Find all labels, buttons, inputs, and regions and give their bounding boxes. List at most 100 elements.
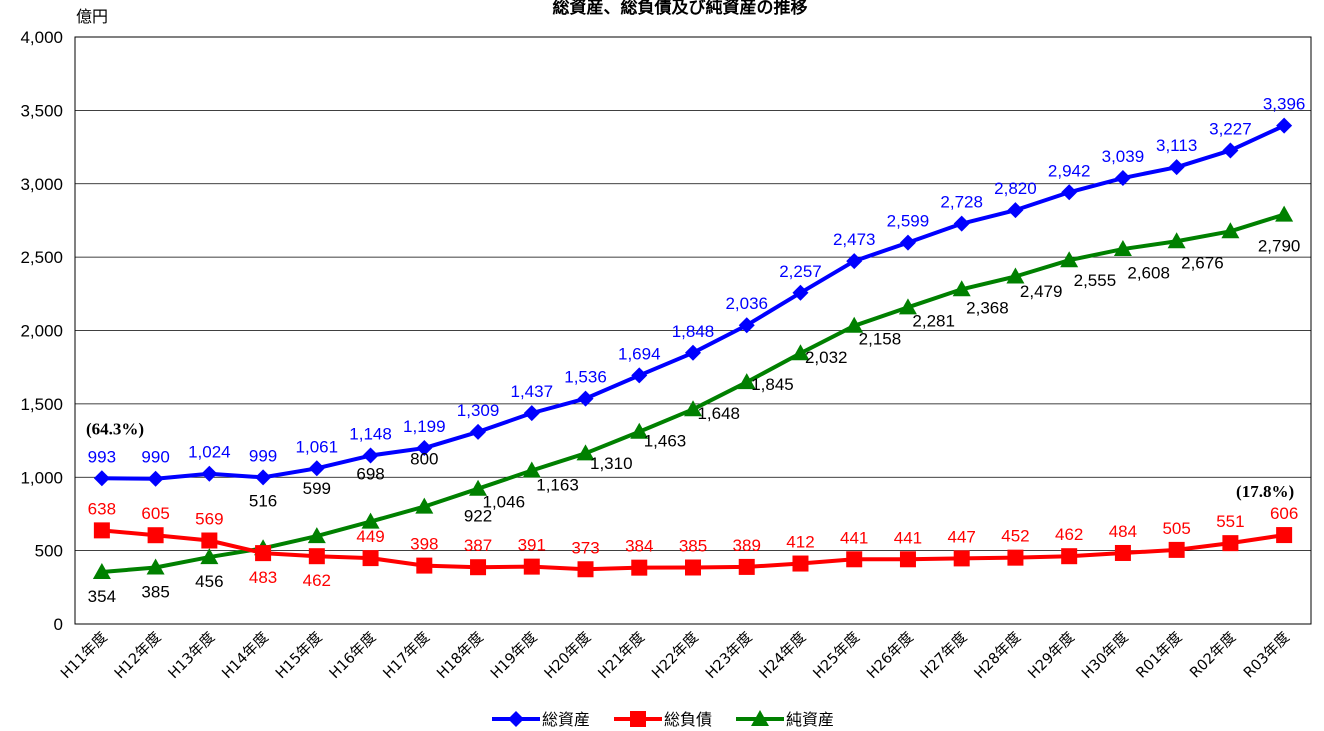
data-label: 1,536: [564, 368, 607, 387]
annotation-ratio-end: (17.8%): [1236, 482, 1294, 501]
series-line: [101, 123, 1285, 481]
data-point: [899, 234, 916, 251]
data-label: 551: [1216, 512, 1244, 531]
data-point: [846, 551, 863, 568]
data-point: [201, 465, 218, 482]
data-point: [792, 555, 809, 572]
data-label: 2,473: [833, 230, 876, 249]
data-point: [1168, 159, 1185, 176]
data-point: [791, 344, 810, 361]
data-point: [1276, 527, 1293, 544]
data-point: [684, 400, 702, 417]
x-tick-label: H21年度: [595, 629, 648, 682]
data-label: 2,158: [859, 329, 902, 348]
data-label: 456: [195, 572, 223, 591]
data-label: 354: [88, 587, 116, 606]
x-tick-label: R03年度: [1240, 629, 1293, 682]
data-label: 3,113: [1156, 136, 1197, 155]
data-label: 2,036: [725, 294, 768, 313]
x-tick-label: H16年度: [326, 629, 379, 682]
y-tick-label: 2,000: [20, 322, 63, 341]
data-label: 505: [1162, 519, 1190, 538]
y-tick-label: 3,000: [20, 175, 63, 194]
x-tick-label: R01年度: [1133, 629, 1186, 682]
data-point: [1222, 535, 1239, 552]
data-label: 452: [1001, 527, 1029, 546]
data-label: 449: [356, 527, 384, 546]
data-label: 412: [786, 533, 814, 552]
data-label: 391: [518, 536, 546, 555]
data-label: 1,309: [457, 401, 500, 420]
data-label: 516: [249, 491, 277, 510]
data-label: 800: [410, 450, 438, 469]
data-label: 2,820: [994, 179, 1037, 198]
annotations: (64.3%) (17.8%): [86, 419, 1294, 501]
x-tick-label: H25年度: [810, 629, 863, 682]
data-point: [685, 559, 701, 576]
data-point: [1113, 240, 1132, 257]
data-point: [631, 559, 648, 576]
data-label: 605: [141, 504, 169, 523]
x-tick-label: H24年度: [756, 629, 809, 682]
data-label: 1,061: [296, 437, 339, 456]
data-label: 387: [464, 536, 492, 555]
data-point: [1275, 205, 1294, 222]
x-tick-label: H13年度: [165, 629, 218, 682]
data-point: [1007, 202, 1024, 219]
data-point: [416, 557, 433, 574]
x-tick-label: H27年度: [917, 629, 970, 682]
legend-marker: [630, 711, 646, 727]
data-point: [522, 461, 541, 478]
data-label: 638: [88, 499, 116, 518]
data-label: 462: [303, 571, 331, 590]
data-point: [470, 559, 487, 576]
x-tick-label: H19年度: [487, 629, 540, 682]
data-label: 441: [894, 528, 922, 547]
series-group: [92, 117, 1294, 580]
data-point: [685, 344, 701, 361]
data-point: [738, 558, 755, 575]
x-tick-label: H28年度: [971, 629, 1024, 682]
legend-marker: [508, 711, 524, 727]
data-point: [630, 422, 649, 439]
y-tick-label: 1,500: [20, 395, 63, 414]
data-label: 1,848: [672, 322, 715, 341]
data-point: [577, 561, 594, 578]
x-tick-label: R02年度: [1187, 629, 1240, 682]
data-point: [255, 469, 272, 486]
legend-label: 純資産: [786, 710, 834, 729]
data-point: [737, 373, 756, 390]
data-point: [201, 532, 218, 549]
y-tick-label: 2,500: [20, 248, 63, 267]
data-point: [1221, 222, 1240, 239]
data-label: 999: [249, 446, 277, 465]
data-point: [1222, 142, 1239, 159]
chart-title: 総資産、総負債及び純資産の推移: [553, 0, 808, 18]
data-label: 698: [356, 465, 384, 484]
data-point: [362, 550, 379, 567]
data-label: 483: [249, 568, 277, 587]
x-tick-label: H20年度: [541, 629, 594, 682]
data-label: 389: [733, 536, 761, 555]
data-label: 2,479: [1020, 282, 1063, 301]
data-point: [1007, 549, 1024, 566]
data-label: 1,310: [590, 454, 633, 473]
data-point: [898, 298, 917, 315]
data-point: [200, 548, 219, 565]
data-label: 2,555: [1074, 271, 1117, 290]
data-label: 1,694: [618, 344, 661, 363]
x-tick-label: H12年度: [111, 629, 164, 682]
data-point: [470, 423, 487, 440]
data-point: [952, 280, 971, 297]
x-tick-label: H17年度: [380, 629, 433, 682]
data-point: [92, 563, 111, 580]
x-tick-label: H29年度: [1025, 629, 1078, 682]
data-label: 441: [840, 528, 868, 547]
x-tick-label: H18年度: [434, 629, 487, 682]
data-label: 384: [625, 537, 653, 556]
data-point: [577, 390, 594, 407]
data-point: [738, 317, 755, 334]
y-tick-label: 0: [54, 615, 63, 634]
data-point: [523, 558, 540, 575]
data-label: 569: [195, 509, 223, 528]
